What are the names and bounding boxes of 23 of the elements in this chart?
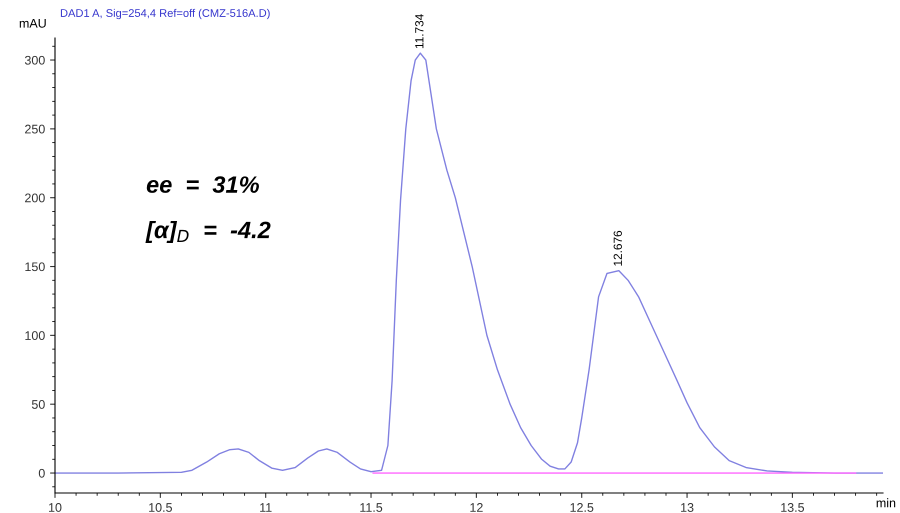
y-tick-label: 150 (25, 262, 45, 272)
x-tick-label: 12 (470, 503, 483, 512)
x-tick-label: 13.5 (781, 503, 804, 512)
y-tick-label: 250 (25, 124, 45, 134)
x-tick-label: 11.5 (360, 503, 382, 512)
annotation: 11.734 (415, 14, 424, 48)
x-tick-label: 13 (681, 503, 694, 512)
y-tick-label: 0 (38, 468, 45, 478)
annotation: ee = 31% (146, 176, 259, 193)
x-tick-label: 11 (260, 503, 272, 512)
y-tick-label: 100 (25, 331, 45, 340)
line-series (55, 52, 883, 474)
x-tick-label: 12.5 (570, 503, 594, 512)
chart-title: DAD1 A, Sig=254,4 Ref=off (CMZ-516A.D) (60, 8, 270, 20)
x-tick-label: 10 (49, 503, 62, 512)
y-axis-title: mAU (20, 18, 46, 28)
annotation: 12.676 (614, 230, 622, 266)
y-tick-label: 300 (24, 56, 45, 65)
x-tick-label: 10.5 (149, 503, 172, 512)
y-tick-label: 50 (32, 400, 45, 409)
x-axis-title: min (876, 498, 896, 508)
y-tick-label: 200 (25, 194, 45, 202)
annotation: [α]$_{D}$ = -4.2 (145, 220, 271, 243)
